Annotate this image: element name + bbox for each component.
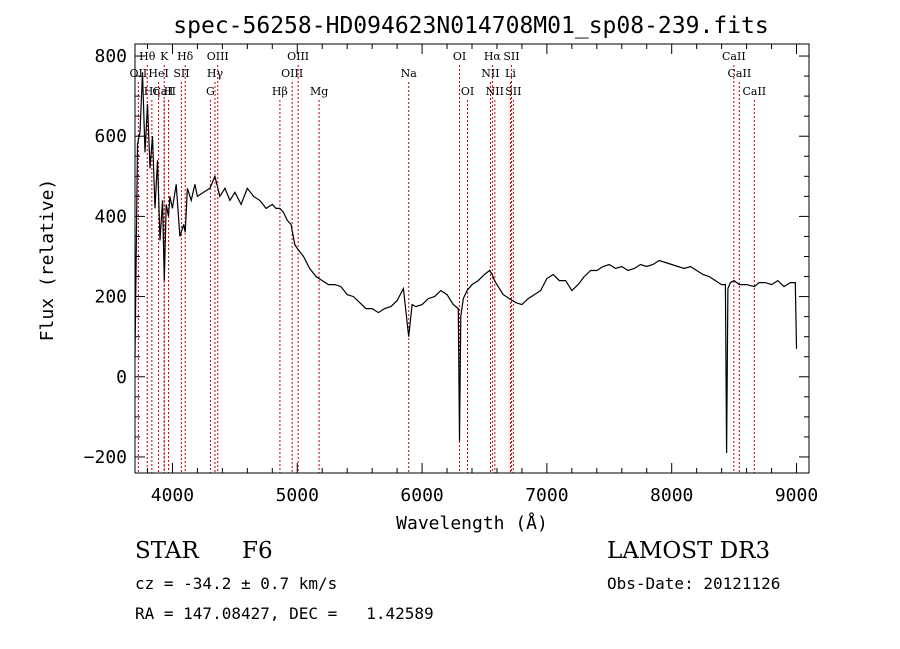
line-marker-label-2: Hη — [144, 85, 160, 98]
line-marker-label-6: SII — [173, 67, 189, 80]
redshift-text: cz = -34.2 ± 0.7 km/s — [135, 574, 338, 593]
x-tick-label: 9000 — [775, 485, 818, 506]
x-tick-label: 7000 — [525, 485, 568, 506]
line-marker-label-27: CaII — [742, 85, 766, 98]
x-axis-label: Wavelength (Å) — [396, 512, 548, 534]
line-marker-label-20: SII — [503, 50, 519, 63]
x-tick-label: 4000 — [151, 485, 194, 506]
spectrum-series — [134, 72, 798, 454]
y-tick-label: 200 — [94, 287, 127, 308]
obs-date-text: Obs-Date: 20121126 — [607, 574, 781, 593]
line-marker-label-23: NII — [486, 85, 504, 98]
line-marker-label-5: K — [160, 50, 169, 63]
line-marker-label-13: OIII — [287, 50, 309, 63]
y-tick-label: 400 — [94, 206, 127, 227]
axis-ticks: 4000 5000 6000 7000 8000 9000 −200 0 200 400 600 80… — [84, 44, 818, 506]
object-class: STAR — [135, 538, 199, 564]
coordinates-text: RA = 147.08427, DEC = 1.42589 — [135, 604, 434, 623]
y-tick-label: 800 — [94, 46, 127, 67]
line-marker-label-9: OIII — [207, 50, 229, 63]
line-marker-label-1: OII — [130, 67, 148, 80]
spectrum-line-0 — [134, 72, 798, 454]
line-marker-label-26: CaII — [728, 67, 752, 80]
line-marker-label-14: OIII — [281, 67, 303, 80]
line-marker-label-21: NII — [481, 67, 499, 80]
line-marker-label-3: Hθ — [139, 50, 156, 63]
y-tick-label: 600 — [94, 126, 127, 147]
object-subclass: F6 — [242, 538, 273, 564]
y-tick-label: −200 — [84, 447, 127, 468]
line-marker-label-17: OI — [453, 50, 466, 63]
survey-name: LAMOST DR3 — [607, 538, 771, 564]
line-marker-label-7: H — [164, 85, 174, 98]
chart-title: spec-56258-HD094623N014708M01_sp08-239.f… — [173, 13, 768, 39]
line-marker-label-15: Mg — [310, 85, 328, 98]
x-tick-label: 8000 — [650, 485, 693, 506]
y-axis-label: Flux (relative) — [37, 179, 58, 342]
line-marker-label-16: Na — [401, 67, 418, 80]
line-marker-label-8: Hδ — [177, 50, 194, 63]
line-marker-label-11: G — [206, 85, 215, 98]
emission-line-markers: CaII OII Hη Hθ HeI K SII H Hδ OIII Hγ G Hβ OIII OIII Mg… — [130, 50, 766, 473]
plot-frame — [134, 43, 810, 474]
line-marker-label-12: Hβ — [272, 85, 288, 98]
line-marker-label-25: CaII — [722, 50, 746, 63]
y-tick-label: 0 — [116, 367, 127, 388]
x-tick-label: 5000 — [276, 485, 319, 506]
line-marker-label-18: OI — [461, 85, 474, 98]
x-tick-label: 6000 — [400, 485, 443, 506]
line-marker-label-22: Li — [505, 67, 516, 80]
line-marker-label-4: HeI — [148, 67, 168, 80]
spectrum-chart: spec-56258-HD094623N014708M01_sp08-239.f… — [37, 13, 818, 534]
line-marker-label-10: Hγ — [207, 67, 224, 80]
line-marker-label-19: Hα — [484, 50, 502, 63]
line-marker-label-24: SII — [505, 85, 521, 98]
